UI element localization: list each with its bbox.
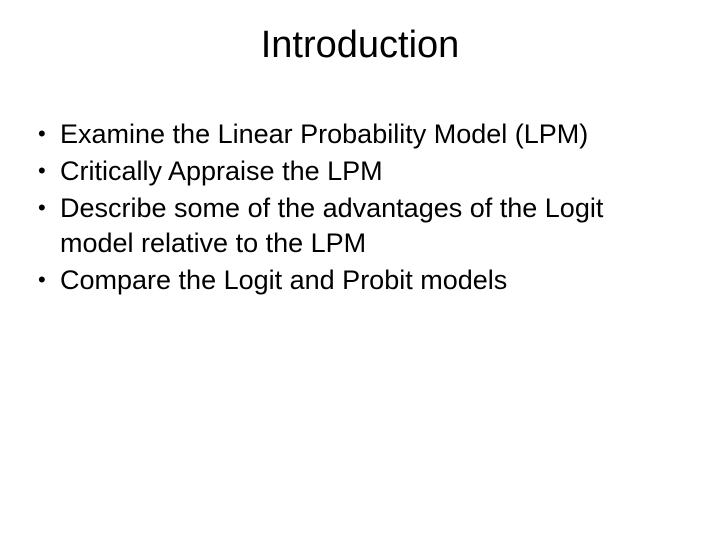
slide-title: Introduction [0,0,720,117]
bullet-icon: • [38,117,60,150]
bullet-icon: • [38,263,60,296]
bullet-text: Critically Appraise the LPM [60,154,682,189]
list-item: • Describe some of the advantages of the… [38,191,682,261]
list-item: • Compare the Logit and Probit models [38,263,682,298]
list-item: • Examine the Linear Probability Model (… [38,117,682,152]
bullet-text: Describe some of the advantages of the L… [60,191,682,261]
bullet-text: Compare the Logit and Probit models [60,263,682,298]
bullet-icon: • [38,154,60,187]
bullet-text: Examine the Linear Probability Model (LP… [60,117,682,152]
bullet-list: • Examine the Linear Probability Model (… [0,117,720,298]
list-item: • Critically Appraise the LPM [38,154,682,189]
bullet-icon: • [38,191,60,224]
